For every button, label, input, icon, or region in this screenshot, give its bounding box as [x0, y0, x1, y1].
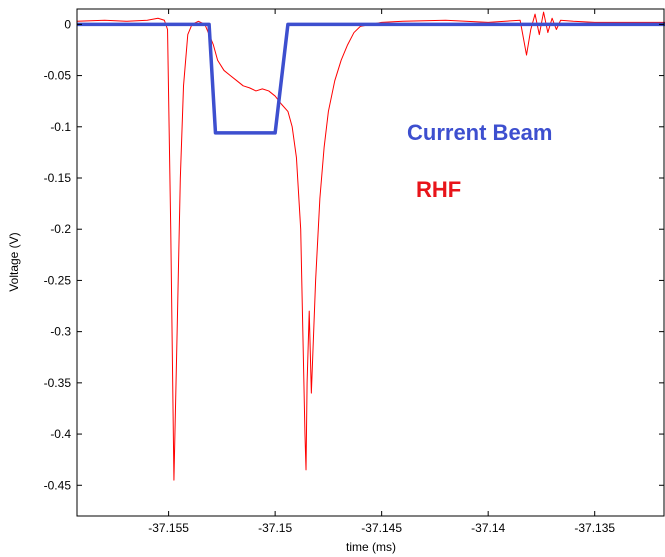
y-tick-label: -0.2 — [50, 222, 71, 236]
x-tick-label: -37.155 — [148, 521, 189, 535]
x-axis-label: time (ms) — [346, 540, 396, 554]
y-tick-label: -0.3 — [50, 325, 71, 339]
y-axis-label: Voltage (V) — [7, 232, 21, 291]
x-tick-label: -37.145 — [361, 521, 402, 535]
series-rhf-line — [76, 11, 665, 481]
x-tick-label: -37.14 — [471, 521, 505, 535]
x-tick-label: -37.15 — [258, 521, 292, 535]
y-tick-label: 0 — [64, 17, 71, 31]
y-tick-label: -0.15 — [44, 171, 72, 185]
y-tick-label: -0.1 — [50, 120, 71, 134]
plot-frame — [76, 8, 665, 517]
y-tick-label: -0.4 — [50, 427, 71, 441]
y-tick-label: -0.35 — [44, 376, 72, 390]
plot-background — [77, 9, 665, 516]
series-current-beam-line — [77, 22, 665, 135]
x-tick-label: -37.135 — [574, 521, 615, 535]
y-tick-label: -0.05 — [44, 69, 72, 83]
y-tick-label: -0.25 — [44, 273, 72, 287]
legend-current-beam: Current Beam — [407, 120, 552, 145]
y-tick-label: -0.45 — [44, 478, 72, 492]
legend-rhf: RHF — [416, 177, 461, 202]
